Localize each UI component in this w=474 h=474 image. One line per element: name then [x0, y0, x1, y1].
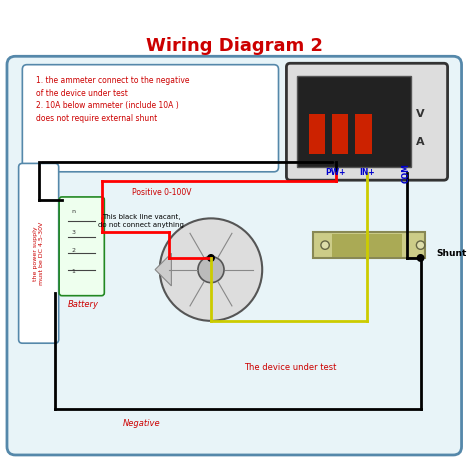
FancyBboxPatch shape	[313, 232, 425, 258]
Text: Positive 0-100V: Positive 0-100V	[132, 188, 191, 197]
Text: 1. the ammeter connect to the negative
of the device under test
2. 10A below amm: 1. the ammeter connect to the negative o…	[36, 76, 190, 123]
FancyBboxPatch shape	[309, 114, 325, 137]
Circle shape	[208, 255, 214, 261]
FancyBboxPatch shape	[59, 197, 104, 296]
Text: PW+: PW+	[326, 168, 346, 177]
Polygon shape	[155, 253, 172, 286]
FancyBboxPatch shape	[297, 76, 411, 167]
Circle shape	[321, 241, 329, 249]
FancyBboxPatch shape	[332, 114, 348, 137]
Text: Wiring Diagram 2: Wiring Diagram 2	[146, 37, 323, 55]
FancyBboxPatch shape	[18, 164, 59, 343]
Text: the power supply
must be DC 4.5-30V: the power supply must be DC 4.5-30V	[33, 222, 45, 285]
Circle shape	[417, 255, 424, 261]
Text: Negative: Negative	[122, 419, 160, 428]
Text: 3: 3	[72, 230, 75, 235]
Text: 1: 1	[72, 269, 75, 274]
Text: A: A	[416, 137, 425, 146]
FancyBboxPatch shape	[309, 131, 325, 154]
FancyBboxPatch shape	[356, 131, 372, 154]
FancyBboxPatch shape	[332, 131, 348, 154]
Text: n: n	[72, 209, 75, 214]
Text: Shunt: Shunt	[437, 249, 467, 258]
Circle shape	[160, 219, 262, 321]
Circle shape	[198, 256, 224, 283]
FancyBboxPatch shape	[7, 56, 462, 455]
FancyBboxPatch shape	[332, 234, 402, 256]
Text: Battery: Battery	[67, 300, 99, 309]
Text: This black line vacant,
do not connect anything: This black line vacant, do not connect a…	[98, 214, 184, 228]
Text: The device under test: The device under test	[244, 363, 337, 372]
FancyBboxPatch shape	[356, 114, 372, 137]
Text: V: V	[416, 109, 425, 118]
FancyBboxPatch shape	[22, 64, 279, 172]
Text: 2: 2	[72, 248, 75, 254]
FancyBboxPatch shape	[286, 63, 447, 180]
Circle shape	[416, 241, 425, 249]
Text: COM: COM	[402, 163, 411, 182]
Text: IN+: IN+	[359, 168, 375, 177]
